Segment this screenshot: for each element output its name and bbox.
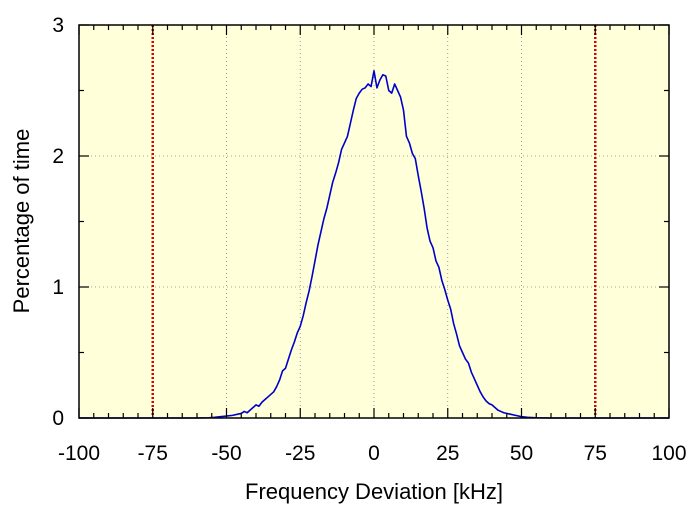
y-tick-label: 1: [52, 276, 64, 299]
ticks: [78, 24, 670, 419]
x-tick-label: 75: [584, 442, 607, 465]
y-tick-label: 2: [52, 145, 64, 168]
y-tick-label: 0: [52, 407, 64, 430]
x-tick-label: -50: [211, 442, 241, 465]
x-axis-title: Frequency Deviation [kHz]: [245, 479, 503, 504]
series-line: [79, 70, 669, 419]
x-tick-label: 50: [510, 442, 533, 465]
x-tick-label: 25: [436, 442, 459, 465]
tick-labels: -100 -75 -50 -25 0 25 50 75 100 0 1 2 3: [52, 14, 686, 465]
x-tick-label: -100: [58, 442, 100, 465]
x-tick-label: 100: [651, 442, 686, 465]
y-tick-label: 3: [52, 14, 64, 37]
x-tick-label: -25: [285, 442, 315, 465]
reference-lines: [151, 25, 597, 418]
data-series: [79, 70, 669, 419]
x-tick-label: 0: [368, 442, 380, 465]
x-tick-label: -75: [138, 442, 168, 465]
y-axis-title: Percentage of time: [9, 129, 34, 314]
